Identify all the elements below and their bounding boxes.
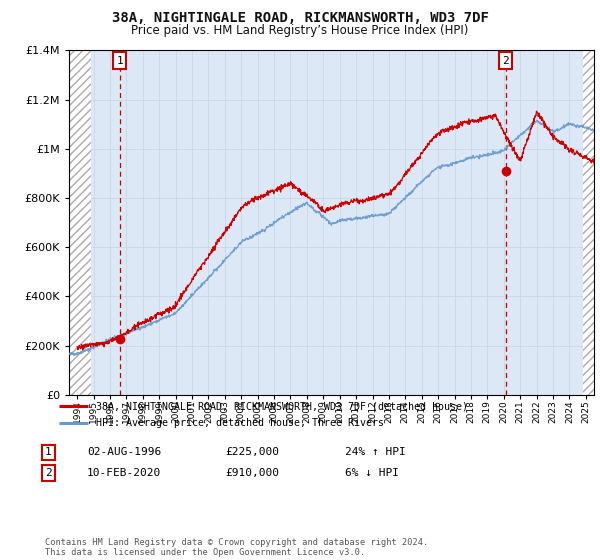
Text: HPI: Average price, detached house, Three Rivers: HPI: Average price, detached house, Thre… (95, 418, 383, 428)
Bar (69, 50, 91, 395)
Text: Contains HM Land Registry data © Crown copyright and database right 2024.
This d: Contains HM Land Registry data © Crown c… (45, 538, 428, 557)
Text: £225,000: £225,000 (225, 447, 279, 458)
Text: 02-AUG-1996: 02-AUG-1996 (87, 447, 161, 458)
Text: 1: 1 (116, 55, 123, 66)
Text: 6% ↓ HPI: 6% ↓ HPI (345, 468, 399, 478)
Text: 2: 2 (45, 468, 52, 478)
Text: 2: 2 (502, 55, 509, 66)
Text: 38A, NIGHTINGALE ROAD, RICKMANSWORTH, WD3 7DF (detached house): 38A, NIGHTINGALE ROAD, RICKMANSWORTH, WD… (95, 401, 467, 411)
Text: £910,000: £910,000 (225, 468, 279, 478)
Text: 10-FEB-2020: 10-FEB-2020 (87, 468, 161, 478)
Text: 38A, NIGHTINGALE ROAD, RICKMANSWORTH, WD3 7DF: 38A, NIGHTINGALE ROAD, RICKMANSWORTH, WD… (112, 11, 488, 25)
Text: 1: 1 (45, 447, 52, 458)
Text: Price paid vs. HM Land Registry’s House Price Index (HPI): Price paid vs. HM Land Registry’s House … (131, 24, 469, 36)
Bar (583, 50, 594, 395)
Text: 24% ↑ HPI: 24% ↑ HPI (345, 447, 406, 458)
